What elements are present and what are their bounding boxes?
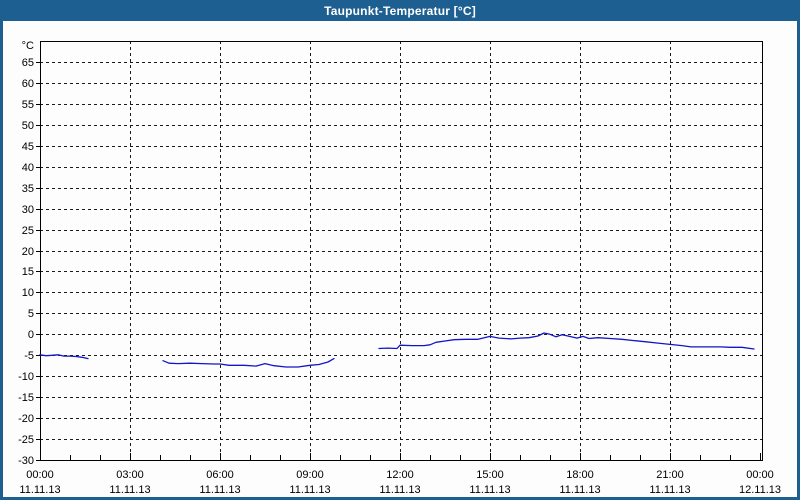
y-axis-label: 25 — [22, 225, 34, 237]
x-axis-time-label: 15:00 — [476, 469, 504, 481]
x-axis-time-label: 03:00 — [116, 469, 144, 481]
x-axis-time-label: 00:00 — [26, 469, 54, 481]
y-axis-label: 45 — [22, 141, 34, 153]
y-axis-label: -15 — [18, 392, 34, 404]
y-axis-label: 55 — [22, 99, 34, 111]
x-axis-date-label: 11.11.13 — [289, 484, 330, 496]
y-axis-label: 30 — [22, 204, 34, 216]
y-axis-label: -20 — [18, 413, 34, 425]
y-axis-label: 10 — [22, 287, 34, 299]
window-title: Taupunkt-Temperatur [°C] — [324, 3, 476, 18]
y-axis-label: -5 — [24, 350, 34, 362]
data-line-segment — [378, 332, 755, 350]
x-axis-date-label: 11.11.13 — [649, 484, 690, 496]
x-axis-date-label: 11.11.13 — [19, 484, 60, 496]
y-axis-label: 40 — [22, 162, 34, 174]
x-axis-time-label: 12:00 — [386, 469, 414, 481]
y-axis-label: 50 — [22, 120, 34, 132]
y-axis-label: -25 — [18, 434, 34, 446]
x-axis-time-label: 00:00 — [746, 469, 774, 481]
y-axis-label: 0 — [28, 329, 34, 341]
plot-border — [40, 41, 763, 461]
x-axis-date-label: 11.11.13 — [199, 484, 240, 496]
x-axis-time-label: 21:00 — [656, 469, 684, 481]
x-axis-date-label: 11.11.13 — [379, 484, 420, 496]
data-line-segment — [162, 357, 335, 368]
x-axis-time-label: 18:00 — [566, 469, 594, 481]
y-axis-label: -10 — [18, 371, 34, 383]
y-axis-label: 35 — [22, 183, 34, 195]
y-axis-label: 20 — [22, 246, 34, 258]
title-bar[interactable]: Taupunkt-Temperatur [°C] — [0, 0, 800, 21]
x-axis-time-label: 06:00 — [206, 469, 234, 481]
x-axis-date-label: 12.11.13 — [739, 484, 781, 496]
y-axis-unit-label: °C — [22, 40, 34, 52]
window-border-left — [0, 21, 3, 500]
window-border-bottom — [0, 497, 800, 500]
y-axis-label: 15 — [22, 266, 34, 278]
y-axis-label: 65 — [22, 57, 34, 69]
x-axis-time-label: 09:00 — [296, 469, 324, 481]
x-axis-date-label: 11.11.13 — [469, 484, 510, 496]
y-axis-label: -30 — [18, 455, 34, 467]
window-border-right — [797, 21, 800, 500]
x-axis-date-label: 11.11.13 — [559, 484, 600, 496]
y-axis-label: 60 — [22, 78, 34, 90]
y-axis-label: 5 — [28, 308, 34, 320]
data-line-segment — [39, 354, 89, 360]
x-axis-date-label: 11.11.13 — [109, 484, 150, 496]
